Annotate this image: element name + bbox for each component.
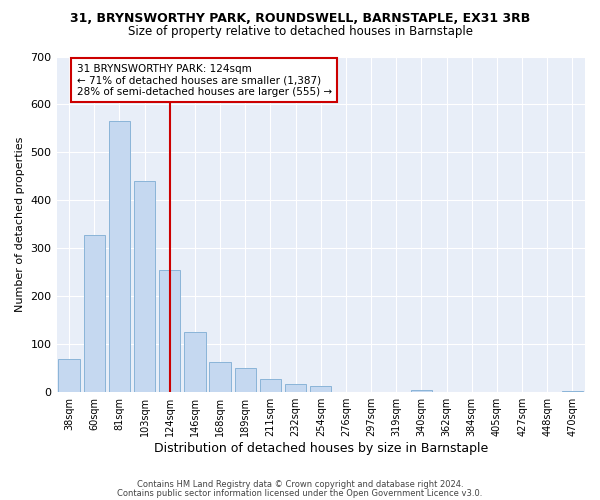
Bar xyxy=(310,386,331,392)
Text: Size of property relative to detached houses in Barnstaple: Size of property relative to detached ho… xyxy=(128,25,473,38)
Bar xyxy=(159,270,181,392)
X-axis label: Distribution of detached houses by size in Barnstaple: Distribution of detached houses by size … xyxy=(154,442,488,455)
Text: Contains public sector information licensed under the Open Government Licence v3: Contains public sector information licen… xyxy=(118,488,482,498)
Text: Contains HM Land Registry data © Crown copyright and database right 2024.: Contains HM Land Registry data © Crown c… xyxy=(137,480,463,489)
Y-axis label: Number of detached properties: Number of detached properties xyxy=(15,136,25,312)
Bar xyxy=(411,390,432,392)
Text: 31 BRYNSWORTHY PARK: 124sqm
← 71% of detached houses are smaller (1,387)
28% of : 31 BRYNSWORTHY PARK: 124sqm ← 71% of det… xyxy=(77,64,332,97)
Bar xyxy=(109,121,130,392)
Bar xyxy=(184,332,206,392)
Bar xyxy=(235,368,256,392)
Bar xyxy=(285,384,307,392)
Bar xyxy=(562,391,583,392)
Bar xyxy=(134,181,155,392)
Bar xyxy=(209,362,231,392)
Bar xyxy=(58,358,80,392)
Bar xyxy=(260,379,281,392)
Text: 31, BRYNSWORTHY PARK, ROUNDSWELL, BARNSTAPLE, EX31 3RB: 31, BRYNSWORTHY PARK, ROUNDSWELL, BARNST… xyxy=(70,12,530,26)
Bar xyxy=(83,235,105,392)
